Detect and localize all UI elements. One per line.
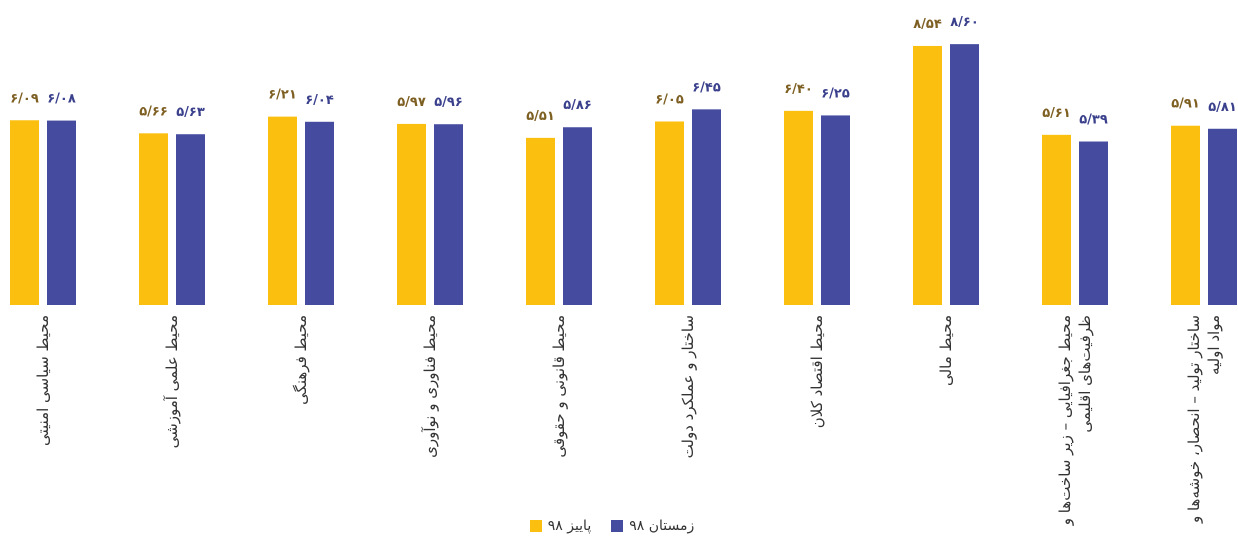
bar bbox=[1208, 128, 1237, 305]
legend-swatch bbox=[529, 520, 542, 532]
category-label: محیط فرهنگی bbox=[291, 315, 310, 405]
bar bbox=[821, 115, 850, 306]
value-label: ۶/۴۰ bbox=[784, 82, 813, 97]
bar bbox=[913, 45, 942, 305]
bar bbox=[784, 110, 813, 305]
bar bbox=[950, 44, 979, 306]
value-label: ۶/۴۵ bbox=[692, 80, 721, 95]
category-label: محیط سیاسی امنیتی bbox=[33, 315, 52, 447]
bar bbox=[139, 133, 168, 305]
category-label-box: محیط علمی آموزشی bbox=[130, 315, 214, 547]
category-label-box: محیط جغرافیایی – زیر ساخت‌ها و ظرفیت‌های… bbox=[1033, 315, 1117, 547]
category-label: محیط علمی آموزشی bbox=[162, 315, 181, 449]
legend-swatch bbox=[611, 520, 624, 532]
value-label: ۵/۵۱ bbox=[526, 109, 555, 124]
value-label: ۵/۸۶ bbox=[563, 98, 592, 113]
value-label: ۶/۰۹ bbox=[10, 91, 39, 106]
category-label: محیط مالی bbox=[936, 315, 955, 386]
bar bbox=[1042, 134, 1071, 305]
category-label-box: محیط فناوری و نوآوری bbox=[388, 315, 472, 547]
category-label: محیط قانونی و حقوقی bbox=[549, 315, 568, 458]
legend: پاییز ۹۸ زمستان ۹۸ bbox=[0, 518, 1238, 534]
category-label: ساختار تولید – انحصار، خوشه‌ها و مواد او… bbox=[1184, 315, 1223, 524]
bar bbox=[655, 121, 684, 305]
value-label: ۶/۲۱ bbox=[268, 88, 297, 103]
bar bbox=[47, 120, 76, 305]
value-label: ۵/۶۱ bbox=[1042, 106, 1071, 121]
category-label-box: ساختار و عملکرد دولت bbox=[646, 315, 730, 547]
category-label: محیط جغرافیایی – زیر ساخت‌ها و ظرفیت‌های… bbox=[1055, 315, 1094, 526]
legend-label: پاییز ۹۸ bbox=[547, 518, 592, 534]
value-label: ۵/۹۱ bbox=[1171, 97, 1200, 112]
category-label-box: ساختار تولید – انحصار، خوشه‌ها و مواد او… bbox=[1162, 315, 1238, 547]
bar bbox=[1171, 125, 1200, 305]
bar bbox=[526, 137, 555, 305]
bar bbox=[397, 123, 426, 305]
category-label-box: محیط مالی bbox=[904, 315, 988, 547]
category-label-box: محیط سیاسی امنیتی bbox=[1, 315, 85, 547]
bar bbox=[268, 116, 297, 305]
bar bbox=[305, 121, 334, 305]
value-label: ۵/۳۹ bbox=[1079, 113, 1108, 128]
bar bbox=[563, 127, 592, 305]
bar bbox=[434, 124, 463, 305]
value-label: ۶/۰۵ bbox=[655, 92, 684, 107]
value-label: ۵/۹۶ bbox=[434, 95, 463, 110]
value-label: ۵/۶۳ bbox=[176, 105, 205, 120]
value-label: ۶/۰۴ bbox=[305, 93, 334, 108]
value-label: ۶/۰۸ bbox=[47, 92, 76, 107]
value-label: ۸/۵۴ bbox=[913, 17, 942, 32]
bar bbox=[10, 120, 39, 306]
bar bbox=[1079, 141, 1108, 305]
bar bbox=[176, 134, 205, 305]
value-label: ۵/۸۱ bbox=[1208, 100, 1237, 115]
category-label: محیط اقتصاد کلان bbox=[807, 315, 826, 429]
category-label-box: محیط اقتصاد کلان bbox=[775, 315, 859, 547]
value-label: ۵/۶۶ bbox=[139, 104, 168, 119]
legend-label: زمستان ۹۸ bbox=[629, 518, 695, 534]
value-label: ۵/۹۷ bbox=[397, 95, 426, 110]
bar bbox=[692, 109, 721, 305]
category-label: ساختار و عملکرد دولت bbox=[678, 315, 697, 459]
value-label: ۶/۲۵ bbox=[821, 86, 850, 101]
category-label-box: محیط فرهنگی bbox=[259, 315, 343, 547]
value-label: ۸/۶۰ bbox=[950, 15, 979, 30]
category-label-box: محیط قانونی و حقوقی bbox=[517, 315, 601, 547]
category-label: محیط فناوری و نوآوری bbox=[420, 315, 439, 458]
